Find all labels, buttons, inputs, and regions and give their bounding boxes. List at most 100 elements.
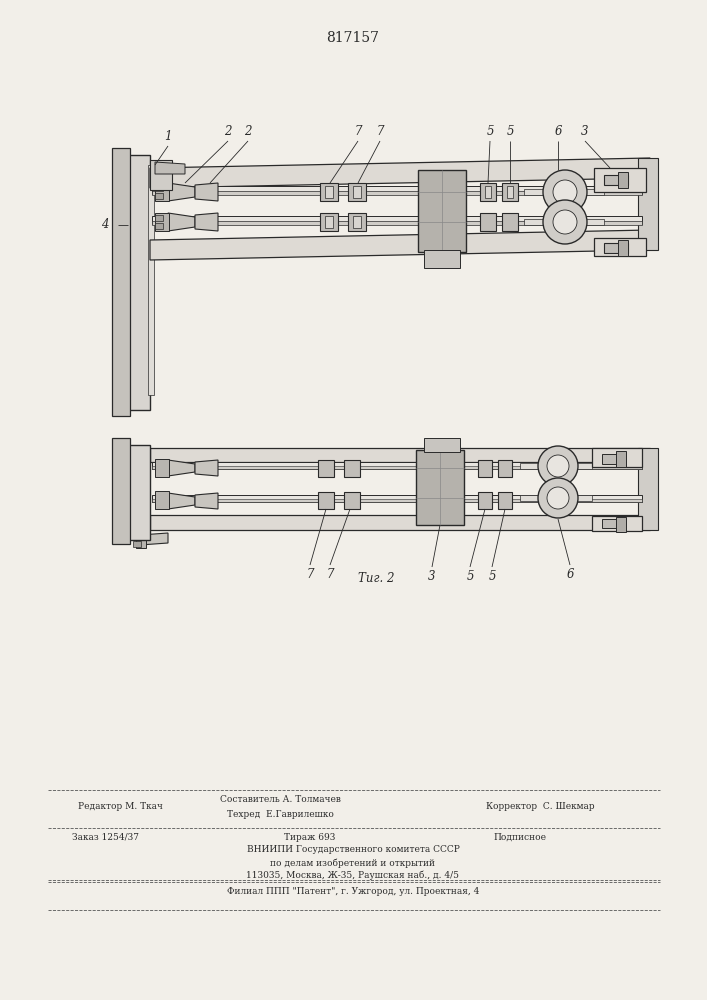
Bar — [353, 186, 361, 198]
Text: Составитель А. Толмачев: Составитель А. Толмачев — [220, 795, 341, 804]
Ellipse shape — [538, 446, 578, 486]
Bar — [424, 250, 460, 268]
Bar — [155, 213, 169, 231]
Text: по делам изобретений и открытий: по делам изобретений и открытий — [271, 858, 436, 867]
Text: Редактор М. Ткач: Редактор М. Ткач — [78, 802, 163, 811]
Bar — [155, 193, 163, 199]
Text: 4: 4 — [101, 219, 109, 232]
Bar — [344, 460, 360, 477]
Bar — [152, 499, 642, 502]
Polygon shape — [168, 183, 195, 201]
Text: 113035, Москва, Ж-35, Раушская наб., д. 4/5: 113035, Москва, Ж-35, Раушская наб., д. … — [247, 871, 460, 880]
Bar — [152, 186, 642, 194]
Bar — [152, 466, 642, 469]
Text: 3: 3 — [581, 125, 589, 138]
Text: Корректор  С. Шекмар: Корректор С. Шекмар — [486, 802, 595, 811]
Ellipse shape — [543, 200, 587, 244]
Polygon shape — [195, 493, 218, 509]
Text: 817157: 817157 — [327, 31, 380, 45]
Polygon shape — [195, 460, 218, 476]
Ellipse shape — [547, 455, 569, 477]
Polygon shape — [150, 448, 650, 462]
Bar — [128, 445, 150, 540]
Bar — [344, 492, 360, 509]
Bar — [320, 183, 338, 201]
Bar — [152, 191, 642, 195]
Text: 5: 5 — [489, 570, 496, 583]
Bar — [602, 454, 624, 464]
Ellipse shape — [543, 170, 587, 214]
Bar — [148, 165, 154, 395]
Bar — [638, 448, 658, 530]
Bar — [594, 168, 646, 192]
Bar — [418, 170, 466, 252]
Text: Τиг. 2: Τиг. 2 — [358, 572, 395, 585]
Text: 6: 6 — [566, 568, 574, 581]
Text: 3: 3 — [428, 570, 436, 583]
Bar — [524, 189, 604, 195]
Bar — [638, 158, 658, 250]
Bar — [498, 460, 512, 477]
Bar — [616, 517, 626, 532]
Bar — [133, 533, 141, 539]
Bar — [618, 172, 628, 188]
Text: Техред  Е.Гаврилешко: Техред Е.Гаврилешко — [226, 810, 334, 819]
Bar — [325, 216, 333, 228]
Text: Филиал ППП "Патент", г. Ужгород, ул. Проектная, 4: Филиал ППП "Патент", г. Ужгород, ул. Про… — [227, 887, 479, 896]
Text: 7: 7 — [354, 125, 362, 138]
Bar — [325, 186, 333, 198]
Bar — [520, 495, 592, 501]
Polygon shape — [150, 515, 650, 530]
Bar — [155, 223, 163, 229]
Bar — [520, 463, 592, 469]
Bar — [150, 160, 172, 190]
Bar — [602, 519, 624, 528]
Bar — [112, 148, 130, 416]
Bar — [507, 186, 513, 198]
Text: 6: 6 — [554, 125, 562, 138]
Ellipse shape — [553, 210, 577, 234]
Bar — [320, 213, 338, 231]
Text: 7: 7 — [376, 125, 384, 138]
Bar — [133, 541, 141, 547]
Bar — [155, 185, 163, 191]
Bar — [318, 492, 334, 509]
Bar — [424, 438, 460, 452]
Bar — [155, 215, 163, 221]
Bar — [152, 221, 642, 225]
Text: Подписное: Подписное — [493, 833, 547, 842]
Bar — [498, 492, 512, 509]
Text: Тираж 693: Тираж 693 — [284, 833, 336, 842]
Text: 5: 5 — [466, 570, 474, 583]
Polygon shape — [168, 460, 195, 476]
Ellipse shape — [538, 478, 578, 518]
Polygon shape — [168, 213, 195, 231]
Bar — [152, 216, 642, 224]
Bar — [616, 451, 626, 467]
Bar — [348, 183, 366, 201]
Bar — [478, 460, 492, 477]
Text: 5: 5 — [506, 125, 514, 138]
Bar — [128, 155, 150, 410]
Polygon shape — [195, 213, 218, 231]
Text: 7: 7 — [326, 568, 334, 581]
Text: 5: 5 — [486, 125, 493, 138]
Bar — [592, 448, 642, 467]
Bar — [502, 183, 518, 201]
Bar — [155, 491, 169, 509]
Bar — [416, 450, 464, 525]
Bar — [136, 530, 146, 548]
Polygon shape — [150, 230, 650, 260]
Polygon shape — [140, 533, 168, 545]
Ellipse shape — [547, 487, 569, 509]
Bar — [592, 516, 642, 531]
Polygon shape — [150, 158, 650, 188]
Bar — [502, 213, 518, 231]
Bar — [353, 216, 361, 228]
Text: ВНИИПИ Государственного комитета СССР: ВНИИПИ Государственного комитета СССР — [247, 845, 460, 854]
Bar — [604, 175, 628, 185]
Bar — [594, 238, 646, 256]
Bar — [618, 240, 628, 256]
Bar — [152, 495, 642, 502]
Polygon shape — [155, 162, 185, 174]
